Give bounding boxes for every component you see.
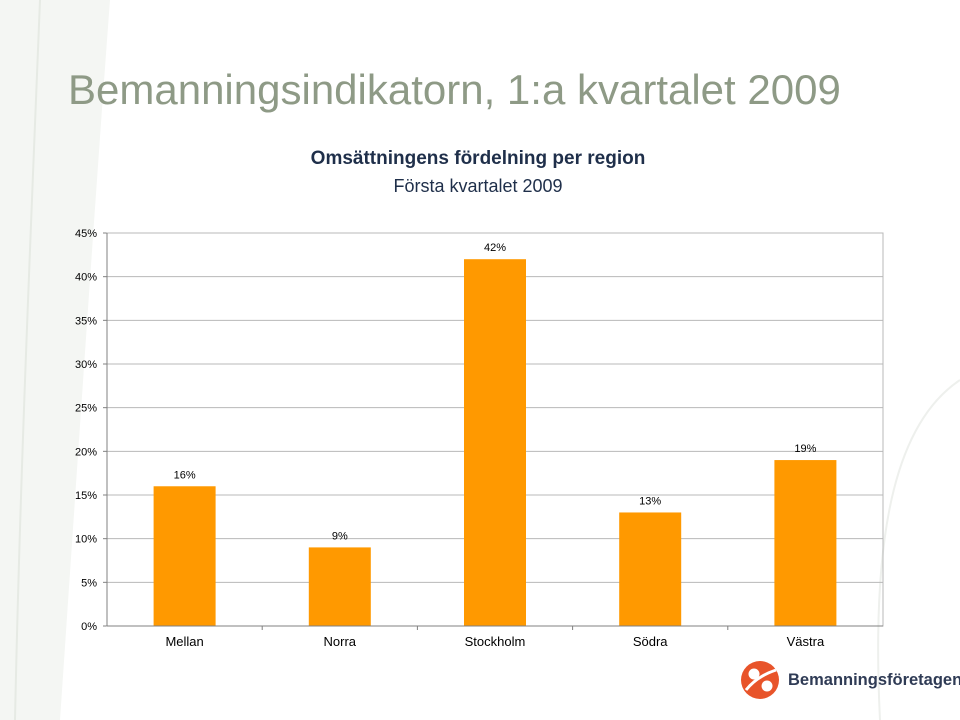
- bar-västra: [774, 460, 837, 626]
- chart-subtitle: Första kvartalet 2009: [393, 176, 563, 196]
- x-tick-label: Södra: [633, 634, 668, 649]
- y-tick-label: 40%: [75, 272, 97, 284]
- brand-logo: Bemanningsföretagen: [738, 658, 960, 706]
- data-label: 16%: [174, 469, 196, 481]
- y-tick-label: 30%: [75, 359, 97, 371]
- y-tick-label: 35%: [75, 315, 97, 327]
- axes: [103, 232, 884, 630]
- data-label: 9%: [332, 530, 348, 542]
- y-tick-label: 45%: [75, 228, 97, 240]
- x-tick-label: Mellan: [165, 634, 203, 649]
- logo-mark-icon: [741, 661, 779, 699]
- bar-södra: [619, 512, 682, 626]
- chart-title: Omsättningens fördelning per region: [310, 148, 646, 169]
- x-tick-label: Västra: [787, 634, 825, 649]
- bar-norra: [308, 547, 371, 626]
- bar-mellan: [153, 486, 216, 626]
- data-label: 19%: [794, 443, 816, 455]
- bar-stockholm: [464, 259, 526, 626]
- data-label: 42%: [484, 242, 506, 254]
- x-tick-label: Stockholm: [465, 634, 526, 649]
- logo-text: Bemanningsföretagen: [788, 671, 960, 689]
- y-tick-label: 0%: [81, 621, 97, 633]
- data-label: 13%: [639, 495, 661, 507]
- y-tick-label: 5%: [81, 577, 97, 589]
- x-tick-label: Norra: [324, 634, 357, 649]
- y-tick-label: 20%: [75, 446, 97, 458]
- slide-title: Bemanningsindikatorn, 1:a kvartalet 2009: [68, 66, 841, 113]
- y-tick-label: 15%: [75, 490, 97, 502]
- labels: 0% 5% 10% 15% 20% 25% 30% 35% 40% 45% 16% Mellan 9% N…: [75, 228, 825, 649]
- bars: [153, 259, 837, 626]
- y-tick-label: 10%: [75, 534, 97, 546]
- y-tick-label: 25%: [75, 403, 97, 415]
